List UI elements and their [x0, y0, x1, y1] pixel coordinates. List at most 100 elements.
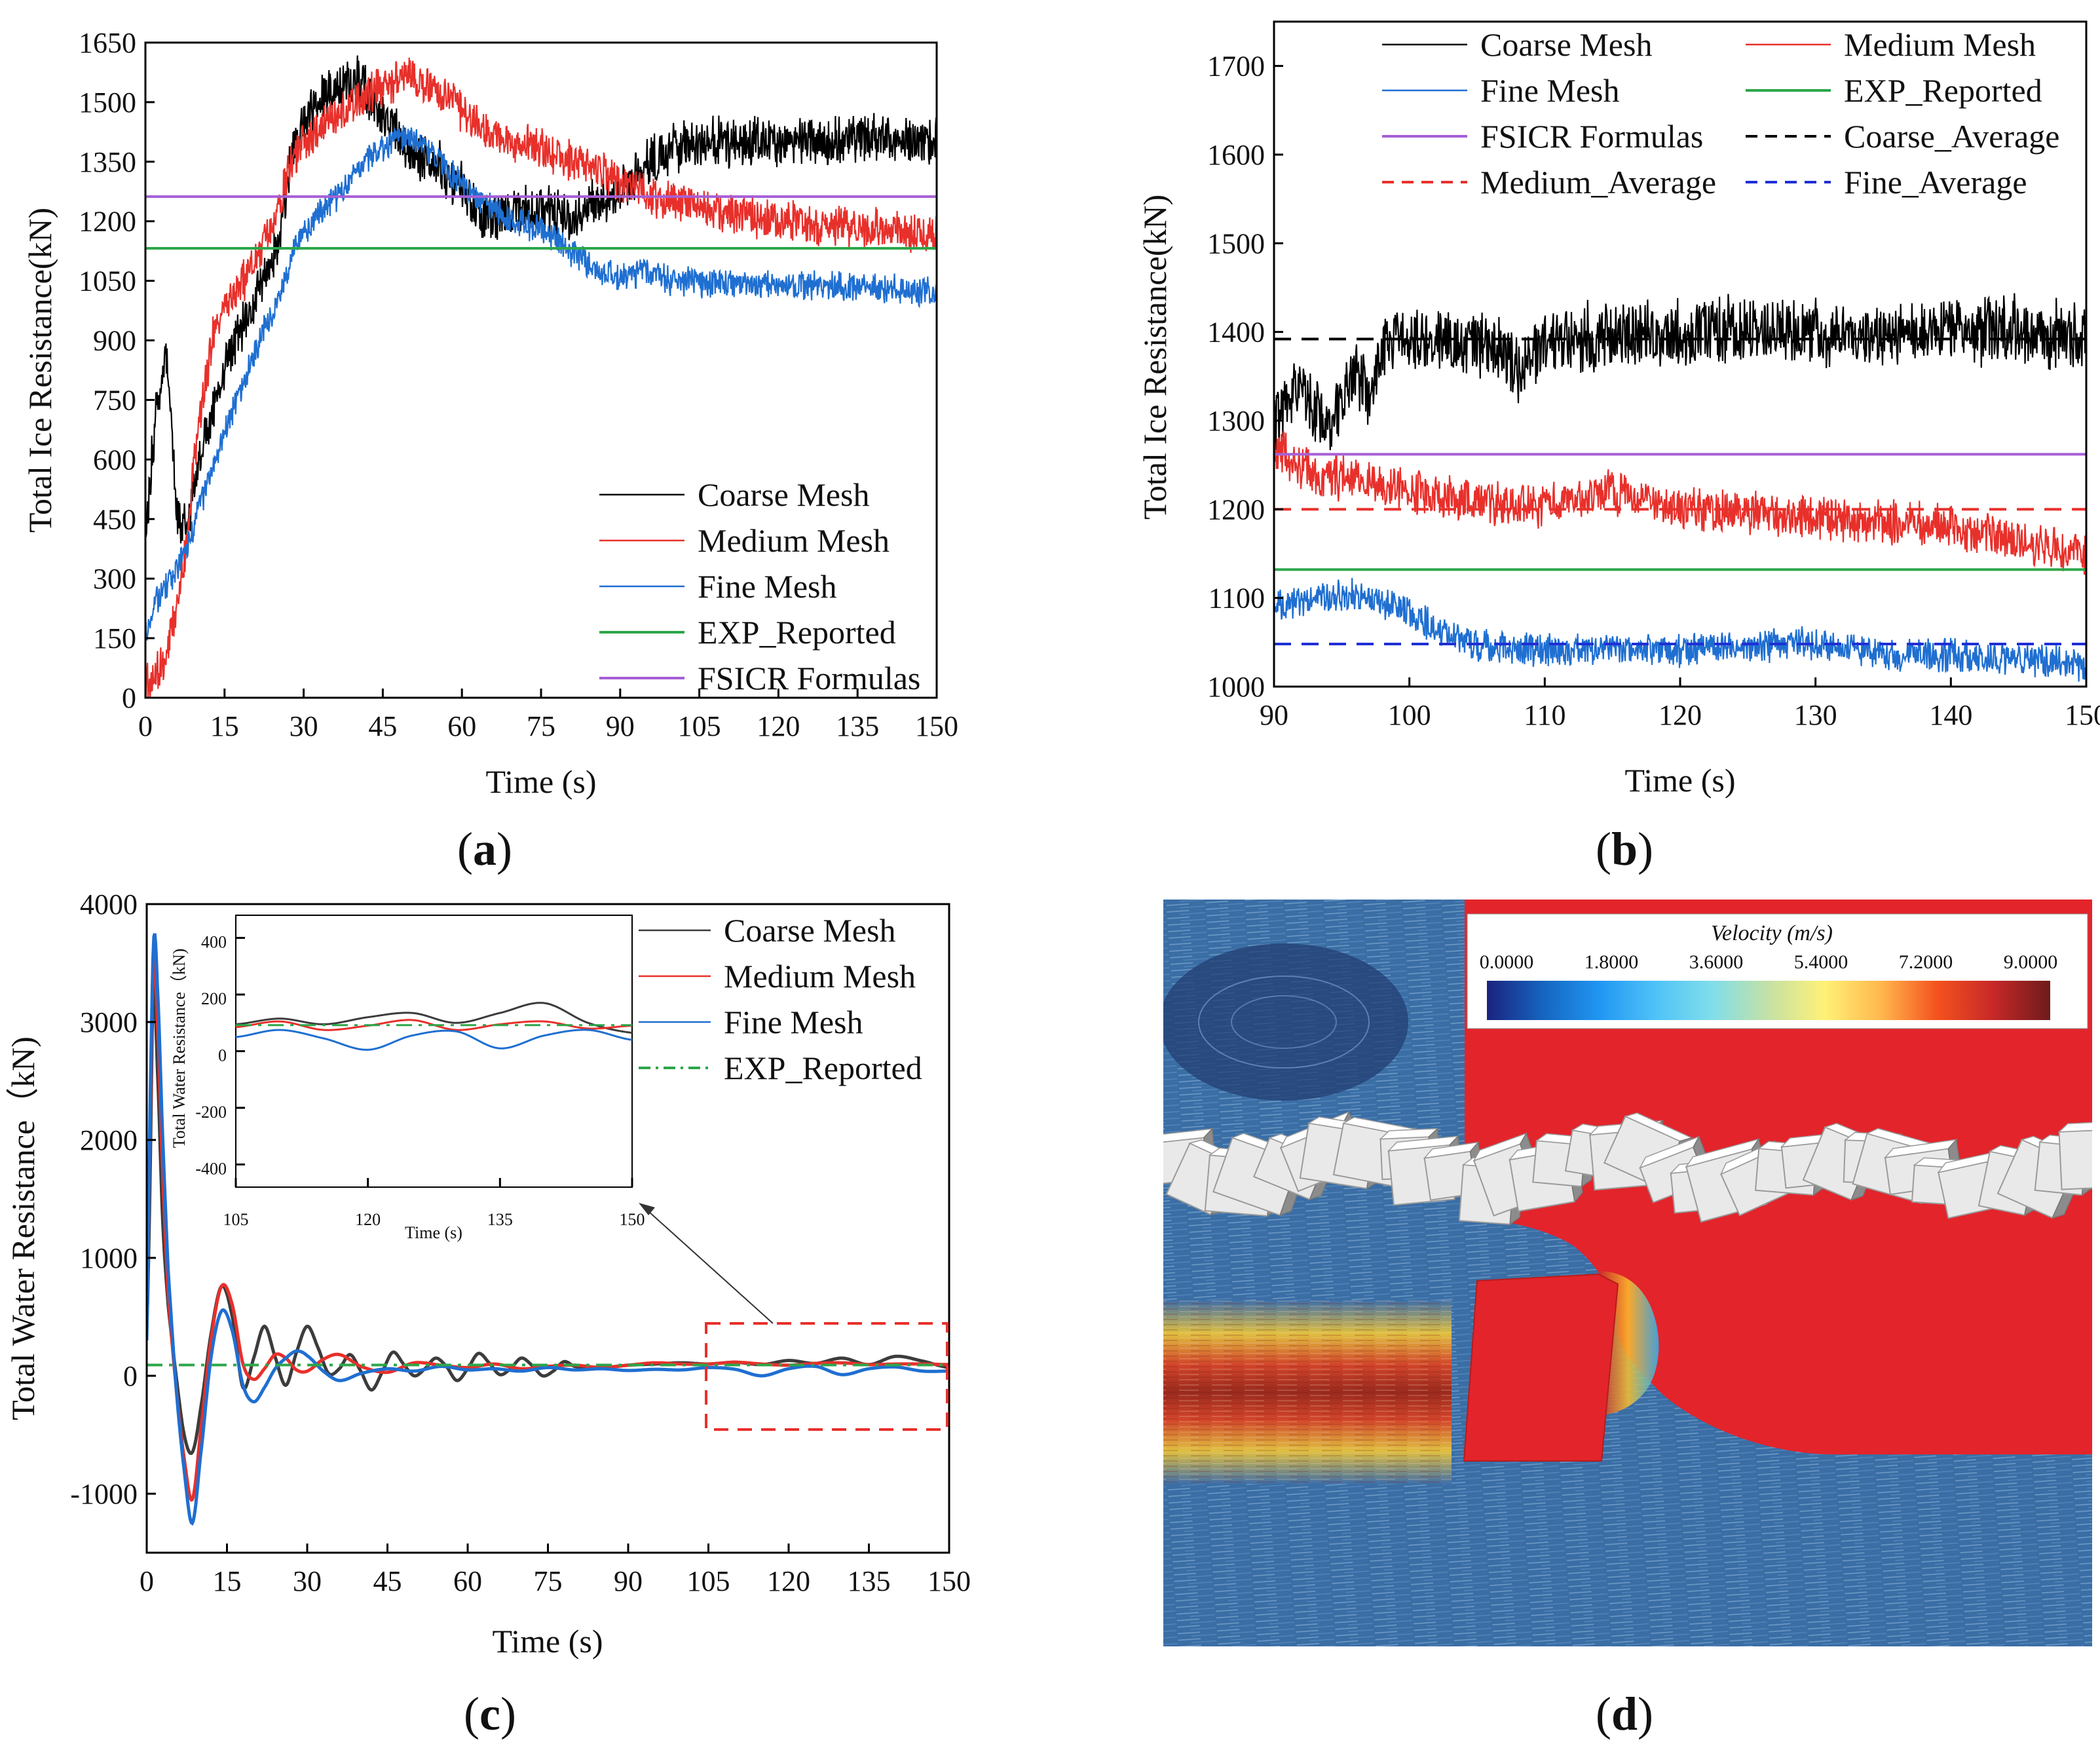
y-tick-label: 900 [93, 325, 136, 357]
y-axis-title: Total Ice Resistance(kN) [22, 208, 58, 533]
panel-a: 0 15 30 45 60 75 90 105 120 135 150015030045060075… [22, 27, 958, 875]
series-line-fine-mesh [147, 933, 949, 1526]
panel-b: 90 100 110 120 130 140 150 1000 1100 1200 1300 1400… [1136, 20, 2100, 875]
x-tick-label: 60 [447, 710, 476, 742]
x-tick-label: 120 [355, 1210, 381, 1229]
y-tick-label: 1500 [1207, 227, 1265, 259]
series-line-series-2 [236, 1029, 632, 1051]
x-tick-label: 30 [293, 1565, 322, 1597]
y-tick-label: 1300 [1207, 405, 1265, 437]
series-line-fine-mesh [145, 125, 937, 641]
x-tick-label: 75 [534, 1565, 563, 1597]
legend: Coarse Mesh Medium Mesh Fine Mesh EXP_Repor… [599, 476, 920, 696]
x-tick-label: 60 [453, 1565, 482, 1597]
y-tick-label: 1050 [79, 265, 136, 297]
legend-label: Fine Mesh [724, 1004, 863, 1040]
y-tick-label: 3000 [80, 1006, 138, 1038]
colorbar-tick-label: 0.0000 [1480, 951, 1534, 973]
legend-label: Coarse_Average [1844, 118, 2059, 155]
x-tick-label: 150 [620, 1210, 645, 1229]
colorbar-tick-label: 3.6000 [1689, 951, 1744, 973]
x-tick-label: 120 [757, 710, 800, 742]
colorbar-tick-label: 1.8000 [1584, 951, 1639, 973]
x-tick-label: 150 [2065, 699, 2100, 731]
series-line-medium-mesh [1274, 430, 2086, 575]
y-axis-title: Total Ice Resistance(kN) [1136, 195, 1173, 520]
y-tick-label: 2000 [80, 1124, 138, 1156]
y-tick-label: 0 [122, 682, 136, 714]
y-tick-label: -200 [195, 1103, 227, 1122]
x-tick-label: 0 [140, 1565, 154, 1597]
colorbar-tick-label: 7.2000 [1899, 951, 1953, 973]
legend-label: FSICR Formulas [1480, 118, 1703, 155]
y-tick-label: 400 [201, 933, 227, 952]
panel-label: (d) [1596, 1688, 1653, 1740]
x-tick-label: 150 [928, 1565, 971, 1597]
y-tick-label: 1500 [79, 86, 136, 119]
x-tick-label: 100 [1388, 699, 1431, 731]
x-tick-label: 75 [527, 710, 555, 742]
x-tick-label: 135 [487, 1210, 513, 1229]
colorbar-tick-label: 9.0000 [2004, 951, 2058, 973]
panel-label: (b) [1596, 823, 1653, 875]
x-tick-label: 90 [614, 1565, 643, 1597]
series-line-fine-mesh [1274, 578, 2086, 682]
x-tick-label: 135 [848, 1565, 891, 1597]
panel-d: Velocity (m/s) 0.0000 1.8000 3.6000 5.4000 7… [1163, 900, 2092, 1740]
y-tick-label: 1100 [1209, 582, 1265, 615]
y-tick-label: 450 [93, 503, 136, 535]
x-axis-title: Time (s) [492, 1623, 603, 1659]
y-tick-label: 750 [93, 384, 136, 416]
y-tick-label: 200 [201, 989, 227, 1008]
x-axis-title: Time (s) [1624, 762, 1735, 799]
inset-chart: 105 120 135 150 -400 -200 0 200 400 Time (s) Tot… [170, 915, 645, 1242]
x-tick-label: 120 [767, 1565, 810, 1597]
y-tick-label: 300 [93, 563, 136, 595]
legend-label: Fine_Average [1844, 164, 2027, 200]
y-tick-label: 150 [93, 622, 136, 654]
x-tick-label: 15 [213, 1565, 242, 1597]
legend: Coarse Mesh Medium Mesh Fine Mesh EXP_Repor… [1382, 26, 2059, 200]
x-tick-label: 130 [1794, 699, 1837, 731]
legend-label: Fine Mesh [698, 568, 837, 605]
zoom-region-box [705, 1322, 948, 1431]
panel-label: (a) [457, 823, 512, 875]
legend-label: Coarse Mesh [698, 476, 869, 513]
legend-label: Medium Mesh [724, 958, 916, 995]
x-tick-label: 45 [368, 710, 397, 742]
y-tick-label: 4000 [80, 888, 138, 920]
x-tick-label: 105 [223, 1210, 249, 1229]
x-tick-label: 0 [138, 710, 153, 742]
y-tick-label: 0 [123, 1360, 138, 1392]
y-tick-label: 1200 [79, 206, 136, 238]
y-tick-label: 1350 [79, 146, 136, 178]
legend-label: FSICR Formulas [698, 660, 920, 696]
x-axis-title: Time (s) [485, 763, 596, 800]
red-block [1463, 1273, 1619, 1462]
legend: Coarse Mesh Medium Mesh Fine Mesh EXP_Repor… [639, 912, 922, 1086]
ice-floes [1163, 1110, 2092, 1226]
y-tick-label: 1600 [1207, 139, 1265, 171]
legend-label: EXP_Reported [698, 614, 896, 651]
series-line-series-0 [236, 1002, 632, 1034]
x-tick-label: 120 [1659, 699, 1702, 731]
colorbar-tick-label: 5.4000 [1794, 951, 1848, 973]
y-tick-label: 1000 [1207, 671, 1265, 703]
series-line-medium-mesh [145, 57, 937, 698]
y-tick-label: 1400 [1207, 316, 1265, 349]
y-tick-label: 1650 [79, 27, 136, 59]
inset-y-axis-title: Total Water Resistance（kN) [170, 949, 189, 1148]
zoom-arrowhead [639, 1203, 655, 1215]
y-tick-label: 600 [93, 444, 136, 476]
y-tick-label: 0 [218, 1046, 227, 1065]
colorbar: Velocity (m/s) 0.0000 1.8000 3.6000 5.4000 7… [1467, 913, 2088, 1029]
ice-floe [2057, 1121, 2092, 1190]
x-tick-label: 45 [373, 1565, 402, 1597]
y-tick-label: -1000 [70, 1478, 138, 1510]
x-tick-label: 90 [1260, 699, 1288, 731]
vortex-region [1163, 943, 1408, 1101]
y-tick-label: -400 [195, 1159, 227, 1178]
x-tick-label: 140 [1929, 699, 1972, 731]
legend-label: Medium Mesh [1844, 26, 2036, 63]
colorbar-title: Velocity (m/s) [1711, 921, 1833, 945]
